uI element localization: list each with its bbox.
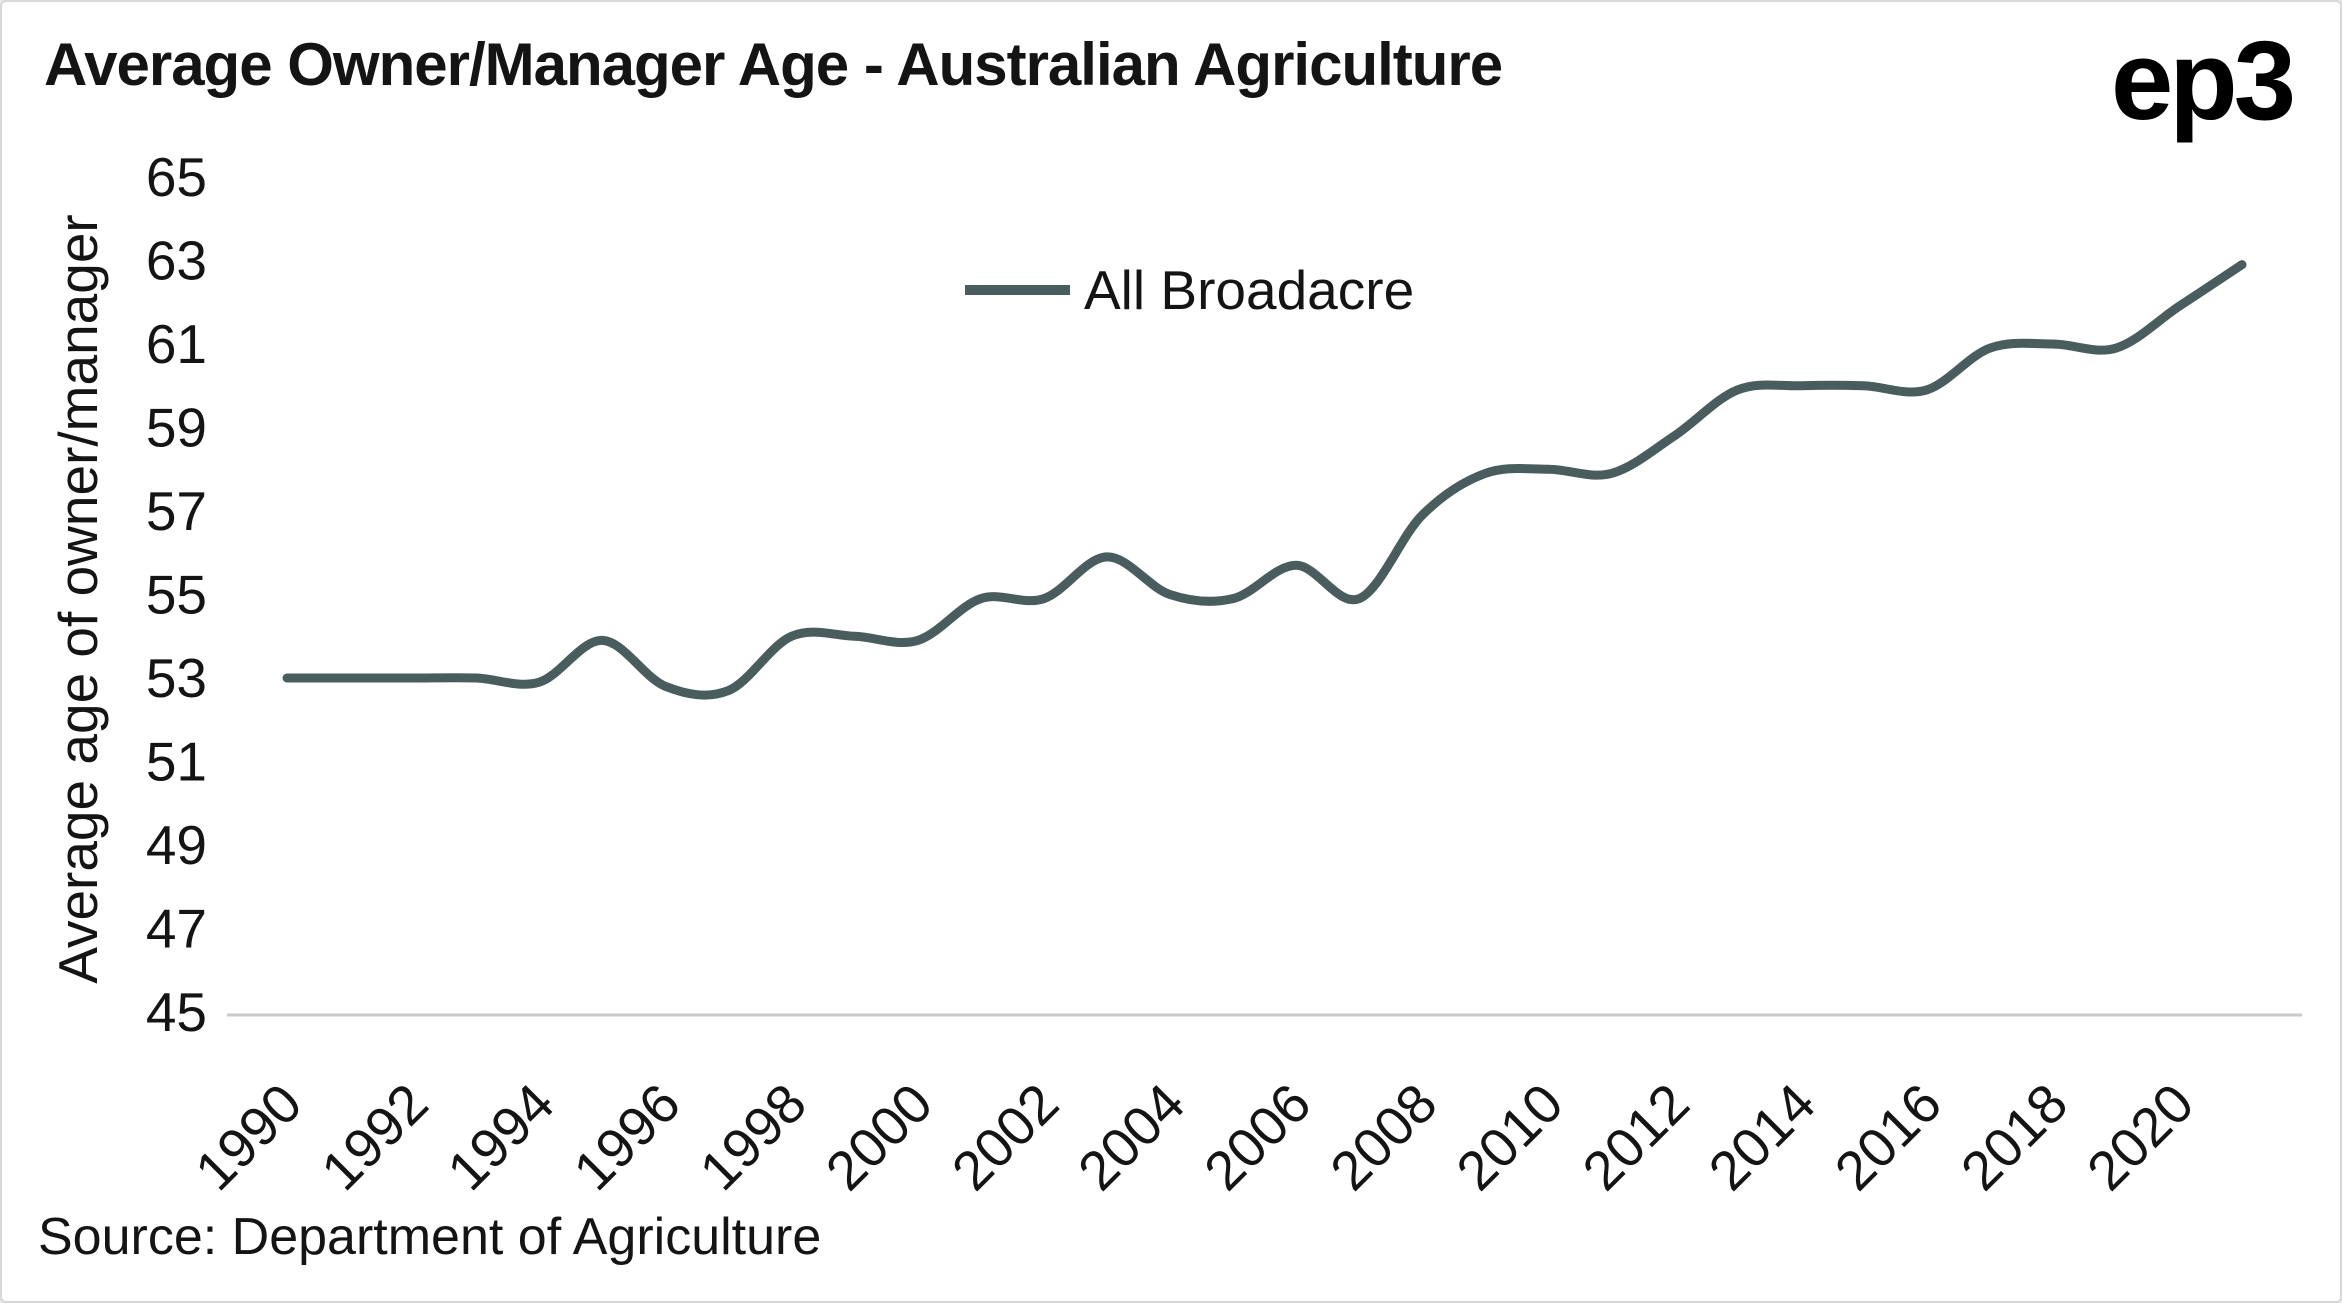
y-tick-label: 61 bbox=[146, 313, 207, 375]
x-tick-label: 2000 bbox=[814, 1072, 944, 1202]
y-tick-label: 65 bbox=[146, 146, 207, 208]
x-axis-tick-labels: 1990199219941996199820002002200420062008… bbox=[183, 1072, 2205, 1202]
x-tick-label: 1990 bbox=[183, 1072, 313, 1202]
x-tick-label: 2010 bbox=[1444, 1072, 1574, 1202]
y-tick-label: 47 bbox=[146, 898, 207, 960]
x-tick-label: 1992 bbox=[309, 1072, 439, 1202]
y-tick-label: 63 bbox=[146, 230, 207, 292]
x-tick-label: 2014 bbox=[1697, 1072, 1827, 1202]
x-tick-label: 2016 bbox=[1823, 1072, 1953, 1202]
y-axis-tick-labels: 45 47 49 51 53 55 57 59 61 63 65 bbox=[146, 146, 207, 1043]
page-title: Average Owner/Manager Age - Australian A… bbox=[44, 31, 1503, 98]
y-tick-label: 53 bbox=[146, 647, 207, 709]
y-tick-label: 51 bbox=[146, 731, 207, 793]
x-tick-label: 2018 bbox=[1949, 1072, 2079, 1202]
x-tick-label: 2004 bbox=[1066, 1072, 1196, 1202]
brand-logo: ep3 bbox=[2111, 18, 2296, 143]
x-tick-label: 2006 bbox=[1192, 1072, 1322, 1202]
y-tick-label: 57 bbox=[146, 480, 207, 542]
x-tick-label: 1998 bbox=[688, 1072, 818, 1202]
source-note: Source: Department of Agriculture bbox=[38, 1208, 822, 1266]
y-tick-label: 59 bbox=[146, 397, 207, 459]
y-tick-label: 45 bbox=[146, 981, 207, 1043]
series-line-all-broadacre bbox=[282, 260, 2247, 700]
x-tick-label: 2012 bbox=[1571, 1072, 1701, 1202]
y-tick-label: 49 bbox=[146, 814, 207, 876]
x-tick-label: 2002 bbox=[940, 1072, 1070, 1202]
y-tick-label: 55 bbox=[146, 564, 207, 626]
x-tick-label: 1994 bbox=[435, 1072, 565, 1202]
x-tick-label: 2020 bbox=[2075, 1072, 2205, 1202]
x-tick-label: 2008 bbox=[1318, 1072, 1448, 1202]
legend: All Broadacre bbox=[965, 259, 1414, 321]
x-tick-label: 1996 bbox=[562, 1072, 692, 1202]
legend-label: All Broadacre bbox=[1084, 259, 1414, 321]
